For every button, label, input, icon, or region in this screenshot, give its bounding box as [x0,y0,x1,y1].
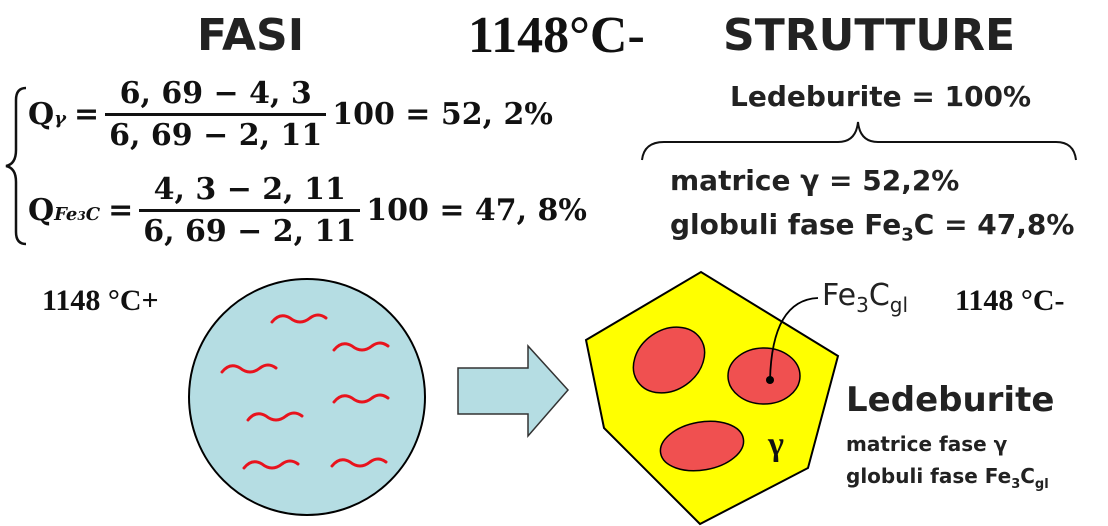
q-fe3c-numerator: 4, 3 − 2, 11 [153,172,346,207]
q-fe3c-symbol: QFe3C [28,193,101,228]
squiggle [332,341,390,352]
ledeburite-total: Ledeburite = 100% [730,80,1032,113]
fe3c-globule [632,326,706,394]
globuli-fe3c-line: globuli fase Fe3C = 47,8% [670,208,1075,246]
liquid-squiggles [220,313,390,470]
q-gamma-fraction: 6, 69 − 4, 3 6, 69 − 2, 11 [105,76,327,153]
squiggle [242,459,300,470]
left-temperature-label: 1148 °C+ [42,284,159,317]
ledeburite-crystal [584,270,840,526]
q-gamma-numerator: 6, 69 − 4, 3 [119,76,312,111]
fe3c-globule [727,347,801,405]
matrice-gamma-line: matrice γ = 52,2% [670,164,960,197]
matrice-fase-label: matrice fase γ [846,432,1008,456]
ledeburite-title: Ledeburite [846,380,1055,420]
q-gamma-result: 100 = 52, 2% [332,97,553,132]
liquid-circle [188,278,426,516]
q-gamma-equation: Qγ = 6, 69 − 4, 3 6, 69 − 2, 11 100 = 52… [28,76,553,153]
q-fe3c-fraction: 4, 3 − 2, 11 6, 69 − 2, 11 [139,172,361,249]
squiggle [330,457,388,468]
globule-pointer-line [769,297,819,381]
q-gamma-symbol: Qγ [28,97,67,132]
q-fe3c-denominator: 6, 69 − 2, 11 [139,209,361,249]
temperature-heading: 1148°C- [468,7,645,64]
gamma-label: γ [768,426,784,463]
right-temperature-label: 1148 °C- [955,284,1065,317]
squiggle [246,411,304,422]
q-gamma-denominator: 6, 69 − 2, 11 [105,113,327,153]
fe3c-globule [659,420,745,472]
fe3c-gl-label: Fe3Cgl [822,278,909,317]
q-fe3c-result: 100 = 47, 8% [366,193,587,228]
globuli-fase-label: globuli fase Fe3Cgl [846,464,1049,492]
strutture-heading: STRUTTURE [723,10,1016,61]
transformation-arrow [457,344,570,439]
q-fe3c-equation: QFe3C = 4, 3 − 2, 11 6, 69 − 2, 11 100 =… [28,172,587,249]
q-fe3c-eq: = [108,193,134,228]
squiggle [270,313,328,324]
q-gamma-eq: = [74,97,100,132]
squiggle [332,393,390,404]
fasi-heading: FASI [197,10,305,61]
squiggle [220,363,278,374]
